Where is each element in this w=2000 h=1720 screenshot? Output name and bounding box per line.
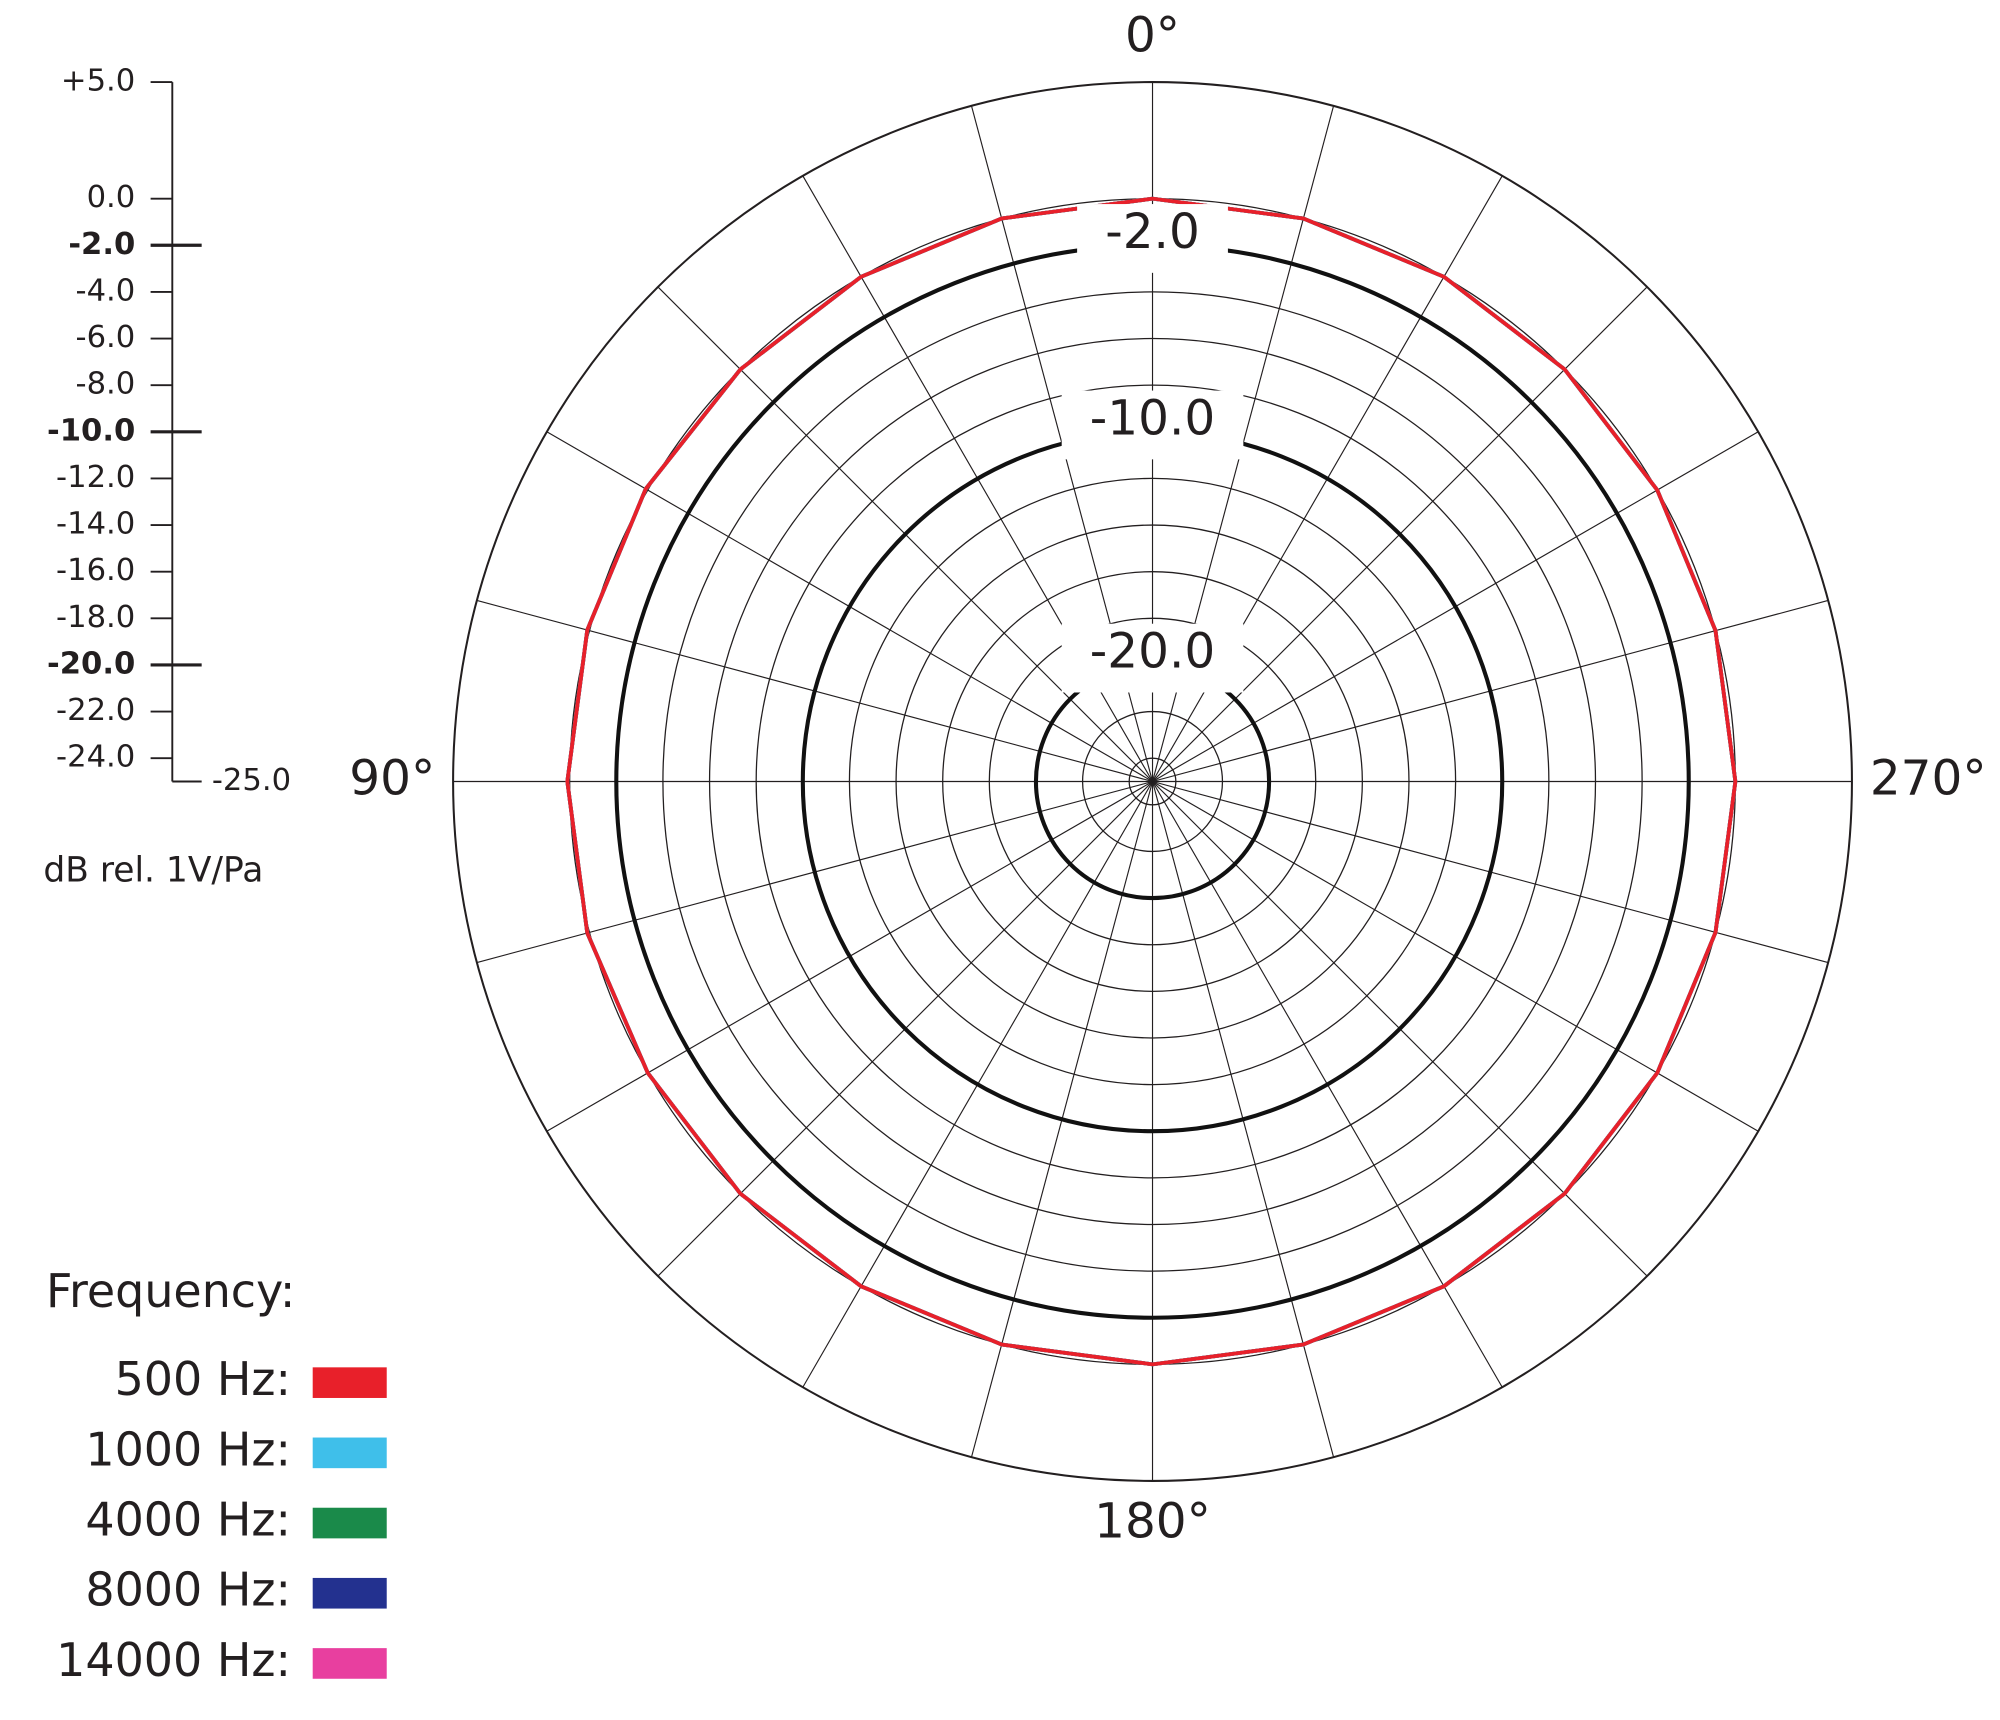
series-line [565,196,1738,1367]
tick-label: -8.0 [76,367,136,402]
tick-label: -6.0 [76,320,136,355]
angle-label: 0° [1125,8,1180,64]
legend-swatch [312,1367,387,1398]
tick-label: -14.0 [56,507,135,542]
tick-label: -4.0 [76,273,136,308]
axis-label: dB rel. 1V/Pa [43,851,263,891]
legend-title: Frequency: [46,1264,295,1318]
reference-label: -2.0 [1105,204,1200,260]
tick-label: -25.0 [212,763,291,798]
reference-label: -20.0 [1090,624,1216,680]
label-gap [1061,623,1244,693]
legend-label: 500 Hz: [115,1352,291,1406]
tick-label: -22.0 [56,693,135,728]
legend-swatch [312,1577,387,1609]
legend-label: 1000 Hz: [85,1422,291,1476]
angle-label: 270° [1870,751,1987,807]
tick-label: -16.0 [56,553,135,588]
angle-label: 180° [1094,1493,1211,1549]
tick-label: 0.0 [87,180,136,215]
tick-label: -24.0 [56,740,135,775]
legend-label: 4000 Hz: [85,1493,291,1547]
legend-swatch [312,1437,387,1469]
tick-label: -20.0 [47,646,135,681]
label-gap [1077,204,1228,273]
tick-label: -18.0 [56,600,135,635]
tick-label: -2.0 [68,227,135,262]
reference-label: -10.0 [1090,391,1216,447]
tick-label: -12.0 [56,460,135,495]
legend-swatch [312,1648,387,1679]
legend-swatch [312,1507,387,1539]
tick-label: -10.0 [47,413,135,448]
angle-label: 90° [349,751,435,807]
legend-label: 14000 Hz: [56,1633,291,1687]
legend-label: 8000 Hz: [85,1563,291,1617]
label-gap [1061,390,1244,460]
tick-label: +5.0 [61,64,135,99]
